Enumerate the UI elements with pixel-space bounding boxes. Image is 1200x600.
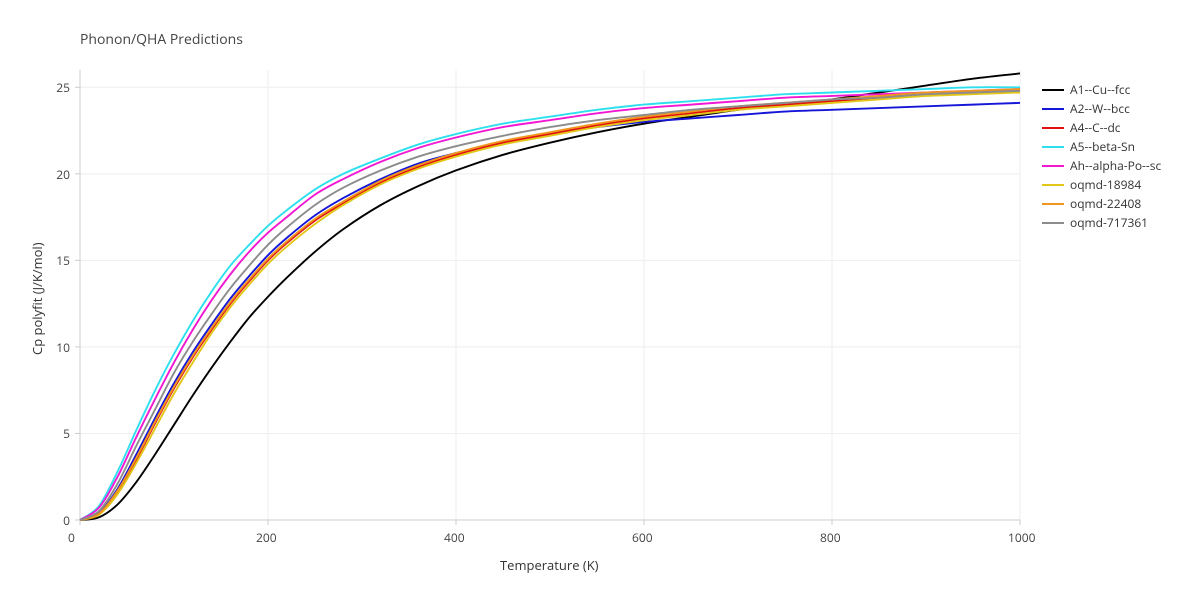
x-tick-label: 0 xyxy=(68,529,75,546)
legend-item[interactable]: oqmd-22408 xyxy=(1042,194,1161,213)
series-line[interactable] xyxy=(80,103,1020,520)
legend-item[interactable]: A5--beta-Sn xyxy=(1042,137,1161,156)
legend-label: A2--W--bcc xyxy=(1070,100,1130,117)
x-tick-label: 1000 xyxy=(1008,529,1035,546)
legend-item[interactable]: Ah--alpha-Po--sc xyxy=(1042,156,1161,175)
x-tick-label: 200 xyxy=(256,529,277,546)
legend-item[interactable]: A4--C--dc xyxy=(1042,118,1161,137)
legend-item[interactable]: oqmd-18984 xyxy=(1042,175,1161,194)
series-line[interactable] xyxy=(80,91,1020,520)
series-line[interactable] xyxy=(80,73,1020,520)
y-tick-label: 0 xyxy=(63,512,70,529)
legend-item[interactable]: A1--Cu--fcc xyxy=(1042,80,1161,99)
legend-swatch xyxy=(1042,222,1064,224)
y-tick-label: 5 xyxy=(63,425,70,442)
y-tick-label: 10 xyxy=(56,339,70,356)
y-tick-label: 20 xyxy=(56,166,70,183)
legend-label: oqmd-717361 xyxy=(1070,214,1148,231)
x-tick-label: 400 xyxy=(444,529,465,546)
legend-label: oqmd-22408 xyxy=(1070,195,1141,212)
legend-swatch xyxy=(1042,184,1064,186)
legend-swatch xyxy=(1042,89,1064,91)
x-tick-label: 800 xyxy=(820,529,841,546)
legend-label: A4--C--dc xyxy=(1070,119,1121,136)
legend-swatch xyxy=(1042,108,1064,110)
legend-item[interactable]: oqmd-717361 xyxy=(1042,213,1161,232)
legend-swatch xyxy=(1042,127,1064,129)
legend-item[interactable]: A2--W--bcc xyxy=(1042,99,1161,118)
legend-label: A1--Cu--fcc xyxy=(1070,81,1130,98)
legend-swatch xyxy=(1042,203,1064,205)
plot-svg xyxy=(0,0,1200,600)
series-line[interactable] xyxy=(80,89,1020,520)
chart-container: Phonon/QHA Predictions Temperature (K) C… xyxy=(0,0,1200,600)
legend-label: A5--beta-Sn xyxy=(1070,138,1135,155)
x-tick-label: 600 xyxy=(632,529,653,546)
series-line[interactable] xyxy=(80,87,1020,520)
y-tick-label: 15 xyxy=(56,252,70,269)
legend-label: oqmd-18984 xyxy=(1070,176,1141,193)
x-axis-label: Temperature (K) xyxy=(500,556,599,574)
legend: A1--Cu--fcc A2--W--bcc A4--C--dc A5--beta-S… xyxy=(1042,80,1161,232)
series-line[interactable] xyxy=(80,93,1020,521)
legend-swatch xyxy=(1042,165,1064,167)
series-line[interactable] xyxy=(80,91,1020,520)
legend-label: Ah--alpha-Po--sc xyxy=(1070,157,1161,174)
y-axis-label: Cp polyfit (J/K/mol) xyxy=(28,242,46,355)
series-line[interactable] xyxy=(80,89,1020,520)
y-tick-label: 25 xyxy=(56,79,70,96)
legend-swatch xyxy=(1042,146,1064,148)
